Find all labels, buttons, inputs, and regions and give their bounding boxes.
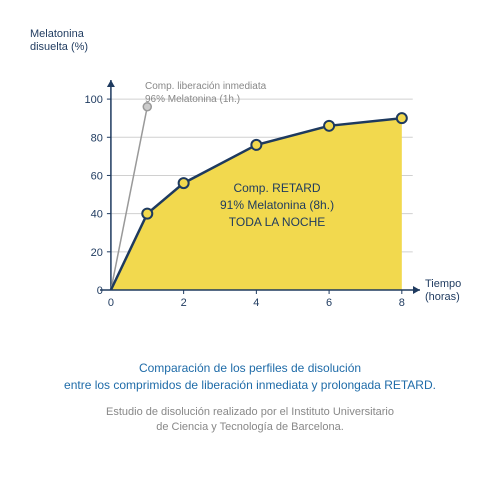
svg-text:4: 4 (253, 297, 259, 309)
svg-text:40: 40 (91, 209, 103, 221)
dissolution-chart: 02040608010002468 Melatonina disuelta (%… (30, 40, 470, 340)
svg-text:80: 80 (91, 132, 103, 144)
caption-line-4: de Ciencia y Tecnología de Barcelona. (156, 421, 344, 433)
chart-caption-primary: Comparación de los perfiles de disolució… (0, 360, 500, 394)
svg-text:6: 6 (326, 297, 332, 309)
retard-label-1: Comp. RETARD (233, 181, 320, 195)
chart-caption-secondary: Estudio de disolución realizado por el I… (0, 405, 500, 436)
svg-text:100: 100 (85, 94, 103, 106)
svg-text:2: 2 (181, 297, 187, 309)
svg-text:20: 20 (91, 247, 103, 259)
y-axis-label-2: disuelta (%) (30, 41, 88, 53)
svg-text:8: 8 (399, 297, 405, 309)
svg-text:0: 0 (108, 297, 114, 309)
x-axis-label: Tiempo (horas) (425, 278, 461, 304)
immediate-label-1: Comp. liberación inmediata (145, 81, 266, 92)
svg-text:0: 0 (97, 285, 103, 297)
immediate-label-2: 96% Melatonina (1h.) (145, 94, 240, 105)
caption-line-2: entre los comprimidos de liberación inme… (64, 378, 436, 392)
caption-line-1: Comparación de los perfiles de disolució… (139, 361, 361, 375)
y-axis-label-1: Melatonina (30, 28, 84, 40)
retard-label-2: 91% Melatonina (8h.) (220, 198, 334, 212)
immediate-release-label: Comp. liberación inmediata 96% Melatonin… (145, 80, 266, 106)
retard-label-3: TODA LA NOCHE (229, 215, 325, 229)
y-axis-label: Melatonina disuelta (%) (30, 28, 88, 54)
retard-release-label: Comp. RETARD 91% Melatonina (8h.) TODA L… (220, 180, 334, 230)
svg-text:60: 60 (91, 170, 103, 182)
caption-line-3: Estudio de disolución realizado por el I… (106, 406, 394, 418)
x-axis-label-2: (horas) (425, 291, 460, 303)
x-axis-label-1: Tiempo (425, 278, 461, 290)
